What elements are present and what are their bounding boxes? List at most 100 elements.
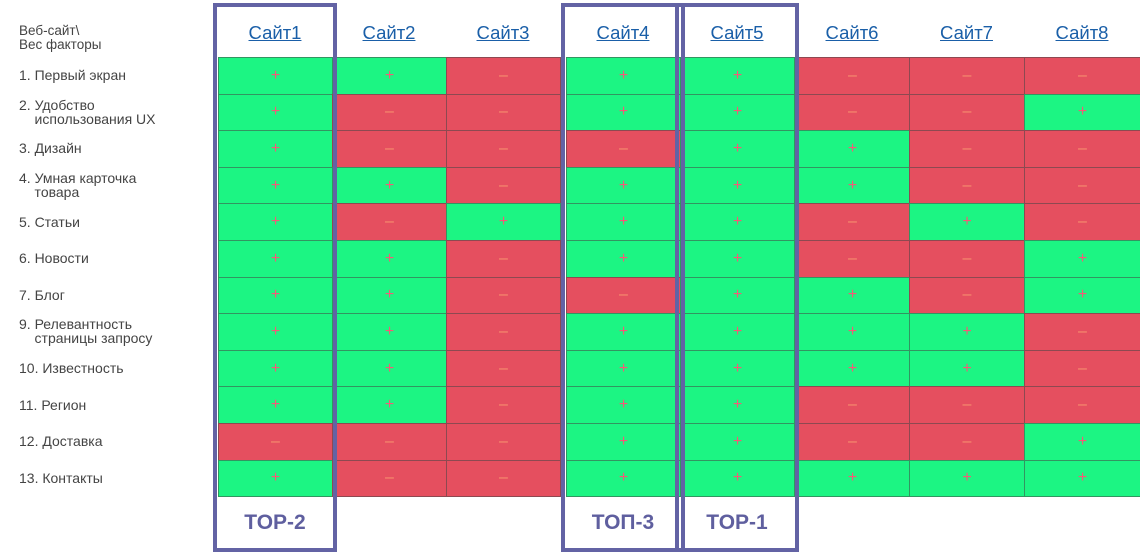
- top-rank-label: ТОП-3: [591, 511, 655, 534]
- score-cell: +: [680, 423, 795, 461]
- site-header-6[interactable]: Сайт6: [825, 22, 879, 43]
- factor-label: 2. Удобство использования UX: [19, 96, 156, 127]
- score-cell: –: [795, 240, 910, 278]
- score-cell: +: [218, 166, 333, 205]
- score-cell: +: [218, 276, 333, 315]
- score-cell: –: [332, 130, 447, 168]
- score-cell: –: [566, 130, 681, 168]
- score-cell: –: [446, 459, 561, 498]
- score-cell: –: [909, 57, 1025, 95]
- score-cell: +: [218, 57, 333, 95]
- score-cell: +: [680, 313, 795, 351]
- score-cell: –: [446, 386, 561, 424]
- factor-label: 9. Релевантность страницы запросу: [19, 316, 153, 347]
- score-cell: +: [566, 203, 681, 241]
- score-cell: +: [909, 203, 1025, 241]
- factor-label: 6. Новости: [19, 250, 89, 267]
- score-cell: +: [680, 130, 795, 168]
- site-header-8[interactable]: Сайт8: [1055, 22, 1109, 43]
- factor-label: 1. Первый экран: [19, 67, 126, 84]
- score-cell: +: [1024, 276, 1140, 315]
- factor-label: 12. Доставка: [19, 433, 103, 450]
- score-cell: +: [446, 203, 561, 241]
- score-cell: +: [566, 166, 681, 205]
- score-cell: +: [680, 459, 795, 498]
- score-cell: +: [218, 386, 333, 424]
- score-cell: –: [446, 93, 561, 132]
- site-header-7[interactable]: Сайт7: [940, 22, 993, 43]
- score-cell: +: [795, 459, 910, 498]
- top-rank-label: TOP-1: [706, 511, 768, 534]
- score-cell: +: [909, 349, 1025, 388]
- score-cell: –: [909, 93, 1025, 132]
- score-cell: –: [446, 166, 561, 205]
- score-cell: –: [1024, 130, 1140, 168]
- score-cell: +: [680, 166, 795, 205]
- top-rank-label: TOP-2: [244, 511, 306, 534]
- score-cell: +: [566, 423, 681, 461]
- score-cell: +: [218, 240, 333, 278]
- factor-label: 7. Блог: [19, 286, 65, 303]
- score-cell: –: [1024, 203, 1140, 241]
- score-cell: +: [1024, 459, 1140, 498]
- site-header-4[interactable]: Сайт4: [596, 22, 650, 43]
- score-cell: +: [680, 57, 795, 95]
- score-cell: –: [795, 57, 910, 95]
- score-cell: –: [1024, 349, 1140, 388]
- score-cell: +: [218, 313, 333, 351]
- corner-header: Веб-сайт\ Вес факторы: [19, 23, 102, 52]
- score-cell: –: [332, 203, 447, 241]
- score-cell: +: [680, 349, 795, 388]
- score-cell: +: [218, 459, 333, 498]
- score-cell: +: [680, 386, 795, 424]
- score-cell: –: [795, 386, 910, 424]
- score-cell: –: [909, 166, 1025, 205]
- score-cell: +: [332, 240, 447, 278]
- score-cell: +: [566, 240, 681, 278]
- score-cell: –: [446, 57, 561, 95]
- score-cell: –: [1024, 313, 1140, 351]
- score-cell: –: [332, 423, 447, 461]
- score-cell: –: [446, 423, 561, 461]
- score-cell: –: [332, 459, 447, 498]
- site-header-2[interactable]: Сайт2: [362, 22, 416, 43]
- score-cell: –: [1024, 166, 1140, 205]
- score-cell: +: [332, 349, 447, 388]
- factor-label: 13. Контакты: [19, 469, 103, 486]
- score-cell: +: [566, 459, 681, 498]
- score-cell: +: [909, 313, 1025, 351]
- score-cell: –: [909, 386, 1025, 424]
- score-cell: +: [909, 459, 1025, 498]
- score-cell: –: [909, 423, 1025, 461]
- score-cell: +: [332, 386, 447, 424]
- site-header-5[interactable]: Сайт5: [710, 22, 764, 43]
- score-cell: +: [680, 203, 795, 241]
- site-header-3[interactable]: Сайт3: [476, 22, 530, 43]
- score-cell: +: [332, 276, 447, 315]
- score-cell: +: [1024, 93, 1140, 132]
- score-cell: +: [218, 349, 333, 388]
- score-cell: +: [332, 313, 447, 351]
- score-cell: –: [909, 240, 1025, 278]
- score-cell: +: [332, 166, 447, 205]
- score-cell: +: [1024, 240, 1140, 278]
- score-cell: +: [566, 313, 681, 351]
- score-cell: +: [218, 203, 333, 241]
- score-cell: –: [446, 349, 561, 388]
- factor-label: 5. Статьи: [19, 213, 80, 230]
- score-cell: +: [566, 349, 681, 388]
- score-cell: +: [680, 276, 795, 315]
- score-cell: –: [1024, 386, 1140, 424]
- score-cell: +: [795, 349, 910, 388]
- score-cell: +: [795, 166, 910, 205]
- score-cell: +: [332, 57, 447, 95]
- score-cell: –: [909, 276, 1025, 315]
- score-cell: +: [795, 130, 910, 168]
- score-cell: +: [1024, 423, 1140, 461]
- site-header-1[interactable]: Сайт1: [248, 22, 302, 43]
- score-cell: –: [909, 130, 1025, 168]
- score-cell: +: [795, 313, 910, 351]
- score-cell: –: [446, 313, 561, 351]
- score-cell: –: [446, 240, 561, 278]
- factor-label: 10. Известность: [19, 360, 124, 377]
